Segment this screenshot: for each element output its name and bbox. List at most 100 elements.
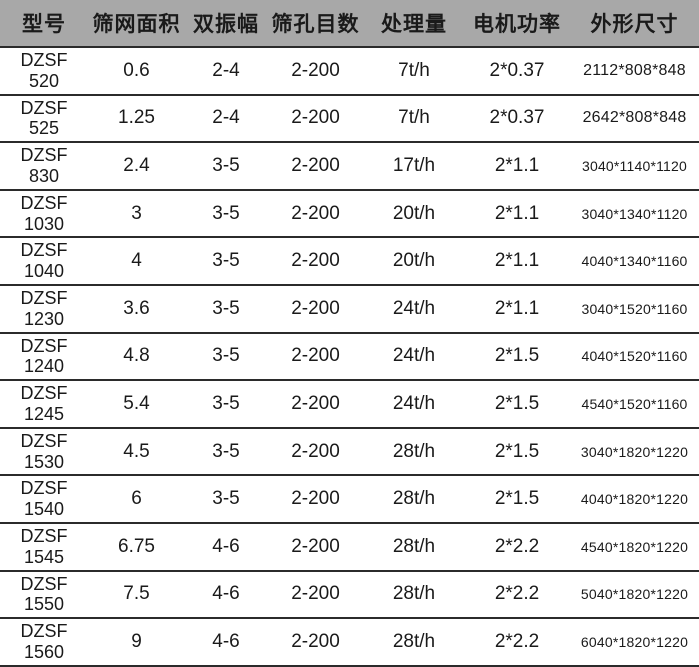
cell-mesh: 2-200 — [291, 250, 340, 272]
cell-amplitude: 2-4 — [212, 59, 240, 81]
cell-model: DZSF 1540 — [20, 478, 68, 520]
cell-amplitude: 3-5 — [212, 297, 240, 319]
cell-area: 3.6 — [123, 297, 150, 319]
cell-dims: 4040*1340*1160 — [581, 253, 688, 270]
cell-area: 4.8 — [123, 345, 150, 367]
cell-capacity: 20t/h — [392, 202, 436, 224]
cell-area: 6.75 — [118, 535, 155, 557]
cell-model: DZSF 1545 — [20, 526, 68, 567]
table-row: DZSF 1030 3 3-5 2-200 20t/h 2*1.1 3040*1340*11… — [0, 189, 699, 238]
cell-capacity: 28t/h — [392, 488, 436, 510]
table-body: DZSF 520 0.6 2-4 2-200 7t/h 2*0.37 2112*808*84… — [0, 47, 699, 666]
cell-model: DZSF 1240 — [20, 335, 68, 377]
cell-amplitude: 3-5 — [212, 393, 240, 415]
cell-area: 9 — [131, 631, 142, 652]
table-row: DZSF 520 0.6 2-4 2-200 7t/h 2*0.37 2112*808*84… — [0, 47, 699, 95]
cell-capacity: 24t/h — [392, 393, 436, 415]
cell-amplitude: 3-5 — [212, 440, 240, 462]
cell-area: 3 — [131, 202, 142, 224]
cell-amplitude: 3-5 — [212, 202, 240, 224]
cell-area: 6 — [131, 488, 142, 510]
cell-power: 2*1.1 — [494, 155, 540, 177]
table-row: DZSF 525 1.25 2-4 2-200 7t/h 2*0.37 2642*808*8… — [0, 94, 699, 143]
cell-dims: 3040*1820*1220 — [580, 443, 689, 460]
cell-dims: 5040*1820*1220 — [580, 586, 689, 603]
cell-area: 0.6 — [123, 59, 150, 81]
cell-amplitude: 4-6 — [212, 583, 240, 605]
cell-area: 1.25 — [118, 107, 155, 129]
cell-power: 2*0.37 — [489, 59, 545, 81]
cell-mesh: 2-200 — [291, 155, 340, 177]
cell-amplitude: 3-5 — [212, 250, 240, 272]
cell-mesh: 2-200 — [291, 488, 340, 510]
cell-dims: 3040*1140*1120 — [581, 157, 688, 174]
cell-capacity: 24t/h — [392, 345, 436, 367]
table-row: DZSF 1540 6 3-5 2-200 28t/h 2*1.5 4040*1820*12… — [0, 475, 699, 523]
column-header-amplitude: 双振幅 — [185, 0, 267, 47]
cell-capacity: 7t/h — [398, 107, 430, 129]
cell-amplitude: 4-6 — [212, 631, 240, 652]
cell-dims: 2112*808*848 — [583, 61, 686, 79]
cell-power: 2*1.1 — [494, 202, 540, 224]
column-header-power: 电机功率 — [464, 0, 570, 47]
table-row: DZSF 1560 9 4-6 2-200 28t/h 2*2.2 6040*1820*12… — [0, 618, 699, 666]
cell-dims: 3040*1340*1120 — [581, 205, 688, 222]
cell-model: DZSF 1230 — [20, 288, 68, 329]
cell-capacity: 28t/h — [392, 583, 436, 605]
cell-dims: 4540*1820*1220 — [580, 538, 689, 555]
cell-area: 4.5 — [123, 440, 150, 462]
cell-capacity: 7t/h — [398, 59, 430, 81]
cell-dims: 2642*808*848 — [582, 109, 687, 127]
cell-amplitude: 4-6 — [212, 535, 240, 557]
cell-power: 2*0.37 — [489, 107, 545, 129]
cell-mesh: 2-200 — [291, 631, 340, 652]
cell-mesh: 2-200 — [291, 393, 340, 415]
cell-model: DZSF 1245 — [20, 383, 68, 424]
cell-power: 2*2.2 — [494, 583, 540, 605]
column-header-area: 筛网面积 — [88, 0, 185, 47]
cell-model: DZSF 525 — [20, 97, 68, 139]
cell-power: 2*1.5 — [494, 488, 540, 510]
cell-dims: 4040*1520*1160 — [581, 348, 688, 365]
column-header-dims: 外形尺寸 — [570, 0, 699, 47]
column-header-capacity: 处理量 — [364, 0, 464, 47]
cell-capacity: 28t/h — [392, 440, 436, 462]
cell-mesh: 2-200 — [291, 297, 340, 319]
cell-model: DZSF 1040 — [20, 240, 68, 282]
table-row: DZSF 1040 4 3-5 2-200 20t/h 2*1.1 4040*1340*11… — [0, 237, 699, 285]
cell-mesh: 2-200 — [291, 583, 340, 605]
table-row: DZSF 830 2.4 3-5 2-200 17t/h 2*1.1 3040*1140*1… — [0, 142, 699, 190]
cell-power: 2*1.5 — [494, 440, 540, 462]
cell-amplitude: 2-4 — [212, 107, 240, 129]
cell-model: DZSF 1530 — [20, 430, 68, 472]
cell-amplitude: 3-5 — [212, 488, 240, 510]
cell-model: DZSF 520 — [20, 50, 68, 91]
column-header-model: 型号 — [0, 0, 88, 47]
cell-power: 2*1.1 — [494, 297, 540, 319]
cell-power: 2*1.1 — [494, 250, 540, 272]
cell-dims: 6040*1820*1220 — [580, 633, 689, 650]
cell-capacity: 17t/h — [392, 155, 436, 177]
cell-dims: 4040*1820*1220 — [580, 491, 689, 508]
cell-amplitude: 3-5 — [212, 345, 240, 367]
table-row: DZSF 1245 5.4 3-5 2-200 24t/h 2*1.5 4540*1520*… — [0, 380, 699, 428]
table-row: DZSF 1530 4.5 3-5 2-200 28t/h 2*1.5 3040*1820*… — [0, 427, 699, 476]
cell-mesh: 2-200 — [291, 107, 340, 129]
cell-dims: 3040*1520*1160 — [581, 300, 688, 317]
table-row: DZSF 1230 3.6 3-5 2-200 24t/h 2*1.1 3040*1520*… — [0, 284, 699, 333]
cell-capacity: 28t/h — [392, 535, 436, 557]
cell-capacity: 20t/h — [392, 250, 436, 272]
cell-power: 2*2.2 — [494, 631, 540, 652]
table-row: DZSF 1550 7.5 4-6 2-200 28t/h 2*2.2 5040*1820*… — [0, 570, 699, 619]
cell-mesh: 2-200 — [291, 202, 340, 224]
cell-area: 4 — [131, 250, 142, 272]
cell-area: 7.5 — [123, 583, 150, 605]
cell-area: 5.4 — [123, 393, 150, 415]
cell-power: 2*1.5 — [494, 393, 540, 415]
cell-model: DZSF 830 — [20, 145, 68, 186]
column-header-mesh: 筛孔目数 — [267, 0, 364, 47]
cell-capacity: 28t/h — [392, 631, 436, 652]
cell-mesh: 2-200 — [291, 345, 340, 367]
cell-mesh: 2-200 — [291, 535, 340, 557]
cell-power: 2*1.5 — [494, 345, 540, 367]
